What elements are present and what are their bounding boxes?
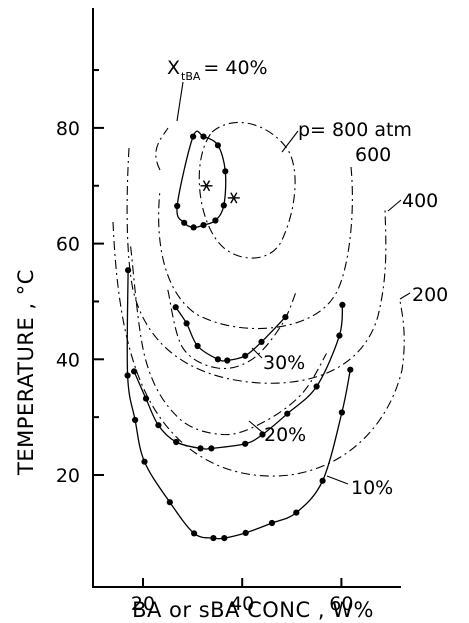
stars-layer xyxy=(200,180,240,204)
series-1-point-6 xyxy=(258,338,265,345)
series-label-20: 20% xyxy=(264,424,306,446)
series-3-point-4 xyxy=(166,499,173,506)
series-3-curve xyxy=(126,270,351,540)
x-tba-value: = 40% xyxy=(203,57,267,79)
x-tba-prefix: X xyxy=(167,57,180,79)
x-tick-label-40: 40 xyxy=(230,593,254,615)
series-2-point-0 xyxy=(131,368,138,375)
series-2-point-7 xyxy=(259,431,266,438)
series-1-point-4 xyxy=(224,357,231,364)
y-tick-label-20: 20 xyxy=(56,465,80,487)
series-0-point-2 xyxy=(214,142,221,149)
series-0-point-1 xyxy=(200,133,207,140)
isobar-label-600: 600 xyxy=(355,144,391,166)
y-axis-label: TEMPERATURE , °C xyxy=(14,269,38,476)
series-0-point-8 xyxy=(181,219,188,226)
series-2-point-3 xyxy=(173,438,180,446)
series-1-point-5 xyxy=(242,352,249,359)
leader-400 xyxy=(387,199,402,212)
star-marker-0 xyxy=(200,180,213,192)
y-tick-label-40: 40 xyxy=(56,349,80,371)
isobar-label-400: 400 xyxy=(402,190,438,212)
isobar-400 xyxy=(126,147,387,384)
series-2-point-8 xyxy=(284,410,291,417)
series-3-point-7 xyxy=(221,535,228,542)
series-2-point-9 xyxy=(313,383,320,390)
star-stroke xyxy=(202,180,211,192)
series-3-point-1 xyxy=(124,372,131,379)
x-tba-label: XtBA = 40% xyxy=(167,57,268,83)
star-stroke xyxy=(230,192,238,204)
series-0-point-5 xyxy=(212,217,219,224)
y-tick-label-80: 80 xyxy=(56,118,80,140)
leader-200 xyxy=(399,292,411,300)
star-marker-1 xyxy=(227,192,240,204)
ticks-layer: 20 40 60 80 20 40 60 xyxy=(56,69,353,615)
series-3-point-6 xyxy=(210,535,217,542)
series-3-point-8 xyxy=(242,529,249,537)
series-2-point-1 xyxy=(142,395,150,402)
isobar-200-lower-branch xyxy=(130,246,327,436)
leader-x-tba xyxy=(176,81,184,122)
series-1-point-1 xyxy=(183,320,190,327)
series-2-point-10 xyxy=(336,332,343,339)
series-3-point-13 xyxy=(347,366,354,373)
series-1-point-0 xyxy=(172,304,179,311)
series-3-point-0 xyxy=(125,267,132,274)
leader-20 xyxy=(248,420,263,433)
series-0-point-7 xyxy=(190,224,197,231)
series-3-point-3 xyxy=(141,458,148,465)
isobar-label-800: p= 800 atm xyxy=(298,119,412,141)
x-axis-label: BA or sBA CONC , W% xyxy=(132,598,374,622)
series-1-point-3 xyxy=(214,356,221,363)
series-0-point-6 xyxy=(200,222,207,229)
series-3-point-9 xyxy=(268,519,276,527)
series-label-30: 30% xyxy=(263,352,305,374)
series-2-point-11 xyxy=(339,301,346,308)
isobar-400-inner-branch xyxy=(167,289,298,370)
x-tick-label-60: 60 xyxy=(329,593,353,615)
leader-10 xyxy=(326,475,349,485)
series-1-point-7 xyxy=(282,314,289,321)
points-layer xyxy=(124,133,354,542)
series-3-point-12 xyxy=(338,409,345,416)
series-3-point-11 xyxy=(319,477,326,484)
series-3-point-5 xyxy=(191,530,198,537)
isobar-label-200: 200 xyxy=(412,284,448,306)
series-3-point-10 xyxy=(293,509,300,516)
series-3-point-2 xyxy=(132,416,139,424)
y-tick-label-60: 60 xyxy=(56,234,80,256)
series-1-point-2 xyxy=(194,342,201,350)
series-0-point-9 xyxy=(174,202,181,210)
series-2-point-6 xyxy=(242,440,249,447)
leader-30 xyxy=(251,347,263,359)
isobar-800 xyxy=(198,121,296,259)
leader-800 xyxy=(281,130,299,153)
isobar-600 xyxy=(155,127,353,330)
series-2-point-5 xyxy=(208,445,215,452)
series-0-point-0 xyxy=(190,133,197,140)
series-2-curve xyxy=(133,304,344,450)
series-2-point-4 xyxy=(197,445,204,452)
series-2-point-2 xyxy=(155,422,162,429)
x-tba-subscript: tBA xyxy=(181,70,201,83)
series-label-10: 10% xyxy=(351,477,393,499)
series-0-point-4 xyxy=(220,202,227,209)
x-tick-label-20: 20 xyxy=(131,593,155,615)
series-0-point-3 xyxy=(222,168,229,175)
